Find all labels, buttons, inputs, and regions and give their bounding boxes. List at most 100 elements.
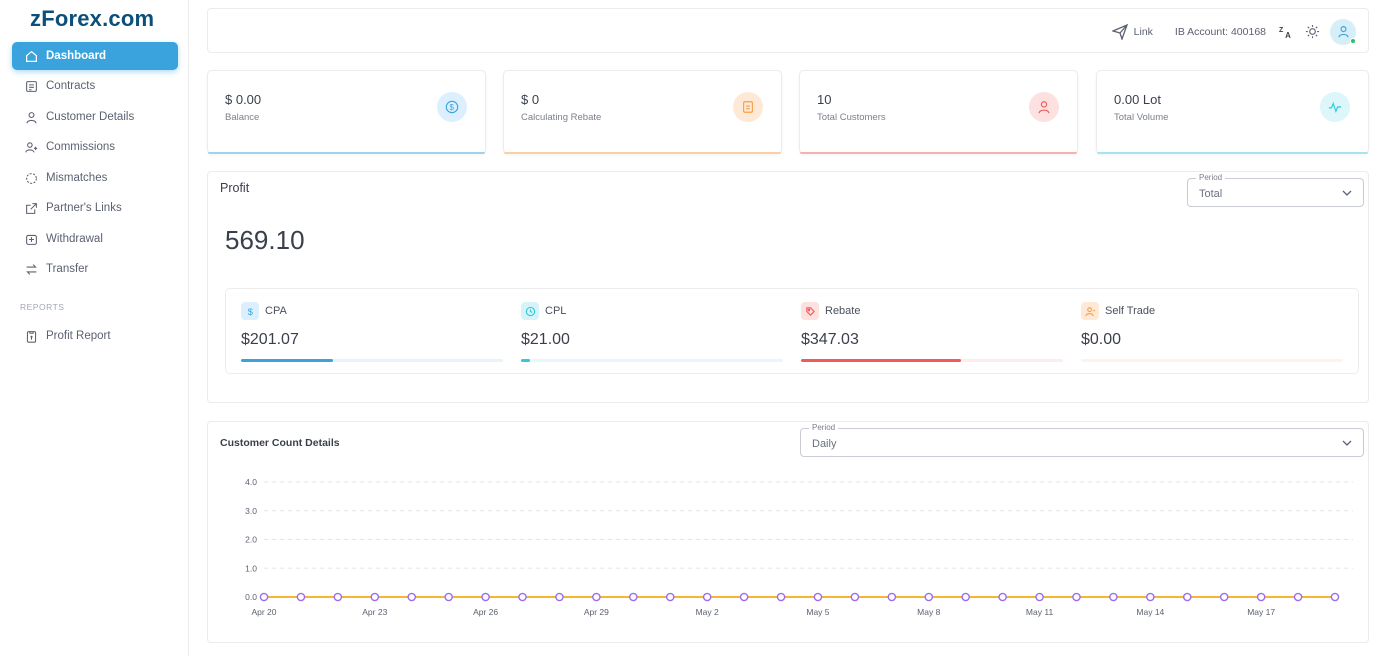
sidebar-item-customer-details[interactable]: Customer Details: [12, 103, 178, 131]
data-point: [702, 592, 712, 602]
sidebar-item-label: Withdrawal: [46, 233, 103, 245]
stat-card-balance: $ 0.00 Balance $: [207, 70, 486, 154]
dollar-icon: $: [437, 92, 467, 122]
user-icon: [24, 110, 38, 124]
svg-text:A: A: [1285, 31, 1291, 39]
stat-value: $ 0.00: [225, 92, 262, 107]
link-button[interactable]: Link: [1111, 23, 1153, 40]
sidebar-item-label: Mismatches: [46, 172, 108, 184]
sidebar-item-label: Dashboard: [46, 50, 107, 62]
breakdown-item-cpa: $ CPA $201.07: [241, 289, 503, 375]
data-point: [629, 592, 638, 602]
progress-track: [241, 359, 503, 362]
activity-icon: [1320, 92, 1350, 122]
data-point: [850, 592, 860, 602]
external-link-icon: [24, 201, 38, 215]
stat-card-total-volume: 0.00 Lot Total Volume: [1096, 70, 1369, 154]
sidebar-item-dashboard[interactable]: Dashboard: [12, 42, 178, 70]
data-point: [555, 592, 564, 602]
breakdown-name: CPA: [265, 305, 287, 317]
data-point: [481, 592, 490, 602]
breakdown-item-rebate: Rebate $347.03: [801, 289, 1063, 375]
sidebar-item-label: Customer Details: [46, 111, 135, 123]
section-label-reports: REPORTS: [20, 302, 65, 312]
user-icon: [1081, 302, 1099, 320]
data-point: [776, 592, 786, 602]
y-tick-label: 1.0: [245, 563, 257, 573]
loader-icon: [24, 171, 38, 185]
online-status-dot: [1350, 37, 1356, 44]
sidebar-item-transfer[interactable]: Transfer: [12, 255, 178, 283]
data-point: [592, 592, 601, 602]
breakdown-value: $0.00: [1081, 331, 1122, 348]
data-point: [1256, 592, 1266, 602]
x-tick-label: Apr 29: [584, 607, 609, 617]
send-icon: [1111, 23, 1128, 40]
customer-count-title: Customer Count Details: [220, 437, 340, 449]
data-point: [518, 592, 527, 602]
sidebar-item-contracts[interactable]: Contracts: [12, 72, 178, 100]
customer-count-panel: Customer Count Details Period Daily 0.0 1…: [207, 421, 1369, 643]
link-label: Link: [1133, 25, 1153, 38]
profit-panel: Profit Period Total 569.10 $ CPA $201.07…: [207, 171, 1369, 403]
sidebar-item-withdrawal[interactable]: Withdrawal: [12, 225, 178, 253]
data-point: [259, 592, 269, 602]
sidebar-item-profit-report[interactable]: Profit Report: [12, 322, 178, 350]
x-tick-label: May 5: [806, 607, 829, 617]
avatar[interactable]: [1330, 18, 1356, 45]
data-point: [813, 592, 823, 602]
stat-card-total-customers: 10 Total Customers: [799, 70, 1078, 154]
x-tick-label: Apr 23: [362, 607, 387, 617]
sidebar-item-label: Contracts: [46, 80, 96, 92]
breakdown-item-cpl: CPL $21.00: [521, 289, 783, 375]
chevron-down-icon: [1342, 440, 1352, 446]
profit-title: Profit: [220, 181, 250, 195]
tag-icon: [801, 302, 819, 320]
sidebar-item-partners-links[interactable]: Partner's Links: [12, 194, 178, 222]
stat-label: Total Customers: [817, 112, 886, 123]
data-point: [370, 592, 380, 602]
profit-total: 569.10: [225, 225, 305, 255]
y-tick-label: 4.0: [245, 477, 257, 487]
data-point: [407, 592, 417, 602]
data-point: [444, 592, 453, 602]
data-point: [1146, 592, 1155, 602]
profit-period-select[interactable]: Period Total: [1187, 173, 1364, 207]
breakdown-name: Rebate: [825, 305, 861, 317]
data-point: [887, 592, 897, 602]
y-tick-label: 2.0: [245, 535, 257, 545]
data-point: [296, 592, 306, 602]
sidebar-item-commissions[interactable]: Commissions: [12, 133, 178, 161]
stat-value: 0.00 Lot: [1114, 92, 1161, 107]
period-legend: Period: [809, 423, 839, 432]
x-tick-label: Apr 26: [473, 607, 498, 617]
sidebar: zForex.com Dashboard Contracts Customer …: [0, 0, 189, 656]
progress-fill: [801, 359, 961, 362]
users-icon: [24, 140, 38, 154]
transfer-icon: [24, 262, 38, 276]
data-point: [1035, 592, 1044, 602]
sidebar-item-label: Transfer: [46, 263, 89, 275]
card-accent-line: [1097, 152, 1368, 154]
sidebar-item-mismatches[interactable]: Mismatches: [12, 164, 178, 192]
stat-label: Total Volume: [1114, 112, 1169, 123]
sun-icon[interactable]: [1304, 24, 1320, 40]
x-tick-label: May 2: [696, 607, 719, 617]
progress-fill: [521, 359, 531, 362]
svg-text:$: $: [450, 103, 455, 112]
customer-count-period-select[interactable]: Period Daily: [800, 423, 1364, 457]
data-point: [924, 592, 934, 602]
progress-fill: [241, 359, 333, 362]
brand-logo[interactable]: zForex.com: [30, 6, 155, 31]
data-point: [665, 592, 675, 602]
data-point: [1293, 592, 1303, 602]
data-point: [961, 592, 970, 602]
period-legend: Period: [1196, 173, 1226, 182]
ib-account: IB Account: 400168: [1174, 25, 1266, 38]
sidebar-item-label: Profit Report: [46, 330, 111, 342]
sidebar-item-label: Commissions: [46, 141, 116, 153]
breakdown-name: CPL: [545, 305, 567, 317]
svg-text:Z: Z: [1279, 27, 1284, 34]
